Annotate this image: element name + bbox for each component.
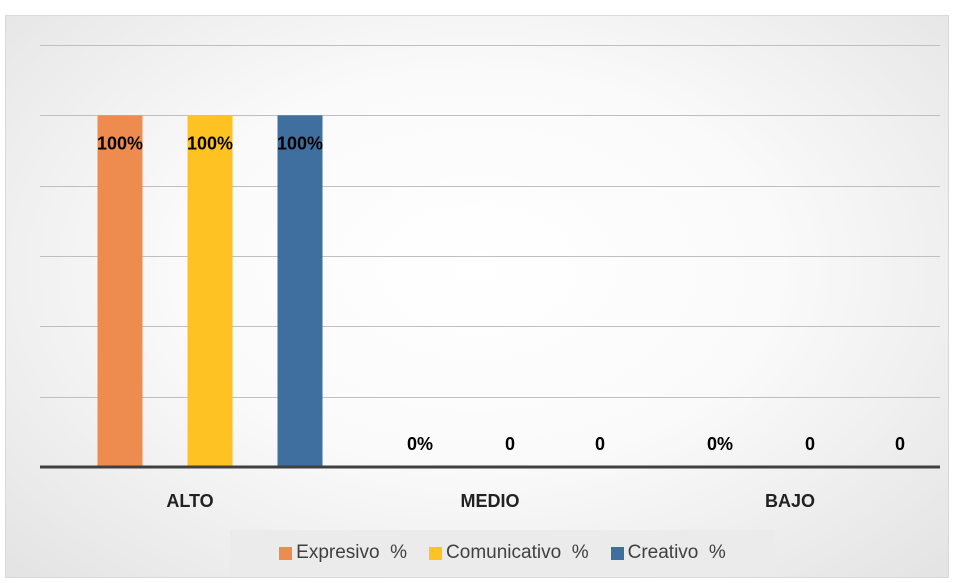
legend-label: Expresivo % [296,542,408,563]
data-label: 0% [707,434,733,454]
category-label: MEDIO [460,491,519,511]
data-label: 100% [187,133,233,153]
chart-legend: Expresivo % Comunicativo % Creativo % [230,530,775,576]
bar [97,115,143,467]
category-label: ALTO [166,491,213,511]
legend-item: Comunicativo % [429,542,589,564]
data-label: 0 [595,434,605,454]
legend-item: Expresivo % [279,542,407,564]
data-label: 0 [805,434,815,454]
chart-frame [5,15,949,578]
legend-swatch [610,546,624,560]
data-label: 0 [895,434,905,454]
legend-label: Creativo % [627,542,726,563]
legend-swatch [429,546,443,560]
data-label: 100% [277,133,323,153]
data-label: 0% [407,434,433,454]
bar [277,115,323,467]
category-label: BAJO [765,491,815,511]
legend-swatch [279,546,293,560]
data-label: 100% [97,133,143,153]
bar [187,115,233,467]
legend-item: Creativo % [610,542,726,564]
legend-label: Comunicativo % [446,542,589,563]
data-label: 0 [505,434,515,454]
